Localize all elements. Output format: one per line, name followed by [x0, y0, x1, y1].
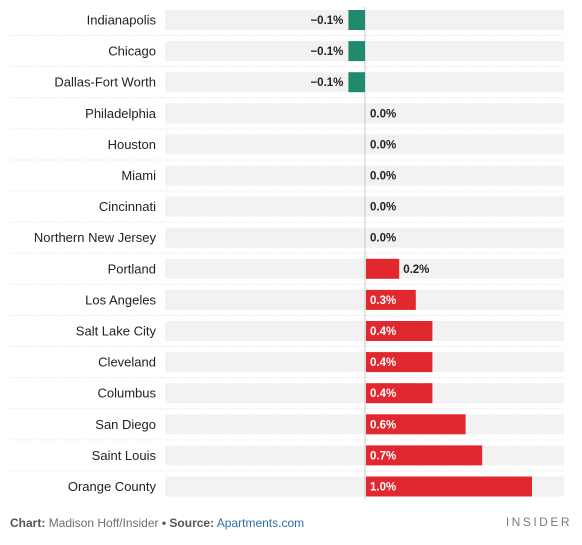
value-label: 0.7%	[370, 450, 396, 462]
chart-footer: Chart: Madison Hoff/Insider • Source: Ap…	[10, 516, 304, 530]
category-label: Northern New Jersey	[34, 230, 157, 245]
value-label: −0.1%	[310, 15, 343, 27]
data-bar	[366, 476, 532, 497]
value-label: 0.3%	[370, 295, 396, 307]
value-label: 1.0%	[370, 482, 396, 494]
category-label: Cincinnati	[99, 199, 156, 214]
value-label: −0.1%	[310, 77, 343, 89]
data-bar	[348, 41, 365, 62]
category-label: Miami	[121, 168, 156, 183]
footer-bullet: •	[161, 516, 167, 530]
value-label: 0.2%	[403, 264, 429, 276]
category-label: Portland	[108, 261, 156, 276]
value-label: 0.4%	[370, 357, 396, 369]
category-label: Indianapolis	[87, 13, 157, 28]
category-label: Dallas-Fort Worth	[54, 75, 156, 90]
value-label: 0.0%	[370, 171, 396, 183]
data-bar	[366, 258, 400, 279]
value-label: −0.1%	[310, 46, 343, 58]
category-label: Cleveland	[98, 355, 156, 370]
data-bar	[366, 321, 433, 341]
value-label: 0.4%	[370, 326, 396, 338]
value-label: 0.4%	[370, 388, 396, 400]
category-label: Columbus	[97, 386, 156, 401]
data-bar	[366, 445, 483, 466]
category-label: Philadelphia	[85, 106, 157, 121]
value-label: 0.6%	[370, 419, 396, 431]
data-bar	[366, 289, 416, 310]
category-label: Houston	[108, 137, 156, 152]
value-label: 0.0%	[370, 139, 396, 151]
data-bar	[366, 414, 466, 435]
category-label: Saint Louis	[92, 448, 157, 463]
category-label: Los Angeles	[85, 292, 156, 307]
category-label: Chicago	[108, 44, 156, 59]
data-bar	[366, 352, 433, 373]
category-label: San Diego	[95, 417, 156, 432]
insider-logo: INSIDER	[505, 515, 572, 529]
category-label: Orange County	[68, 479, 157, 494]
data-bar	[366, 383, 433, 404]
category-label: Salt Lake City	[76, 324, 157, 339]
source-label: Source:	[169, 516, 215, 530]
value-label: 0.0%	[370, 108, 396, 120]
data-bar	[348, 72, 365, 93]
source-link[interactable]: Apartments.com	[216, 516, 305, 530]
value-label: 0.0%	[370, 233, 396, 245]
value-label: 0.0%	[370, 202, 396, 214]
chart-credit: Madison Hoff/Insider	[48, 516, 159, 530]
data-bar	[348, 10, 365, 30]
chart-credit-label: Chart:	[10, 516, 46, 530]
